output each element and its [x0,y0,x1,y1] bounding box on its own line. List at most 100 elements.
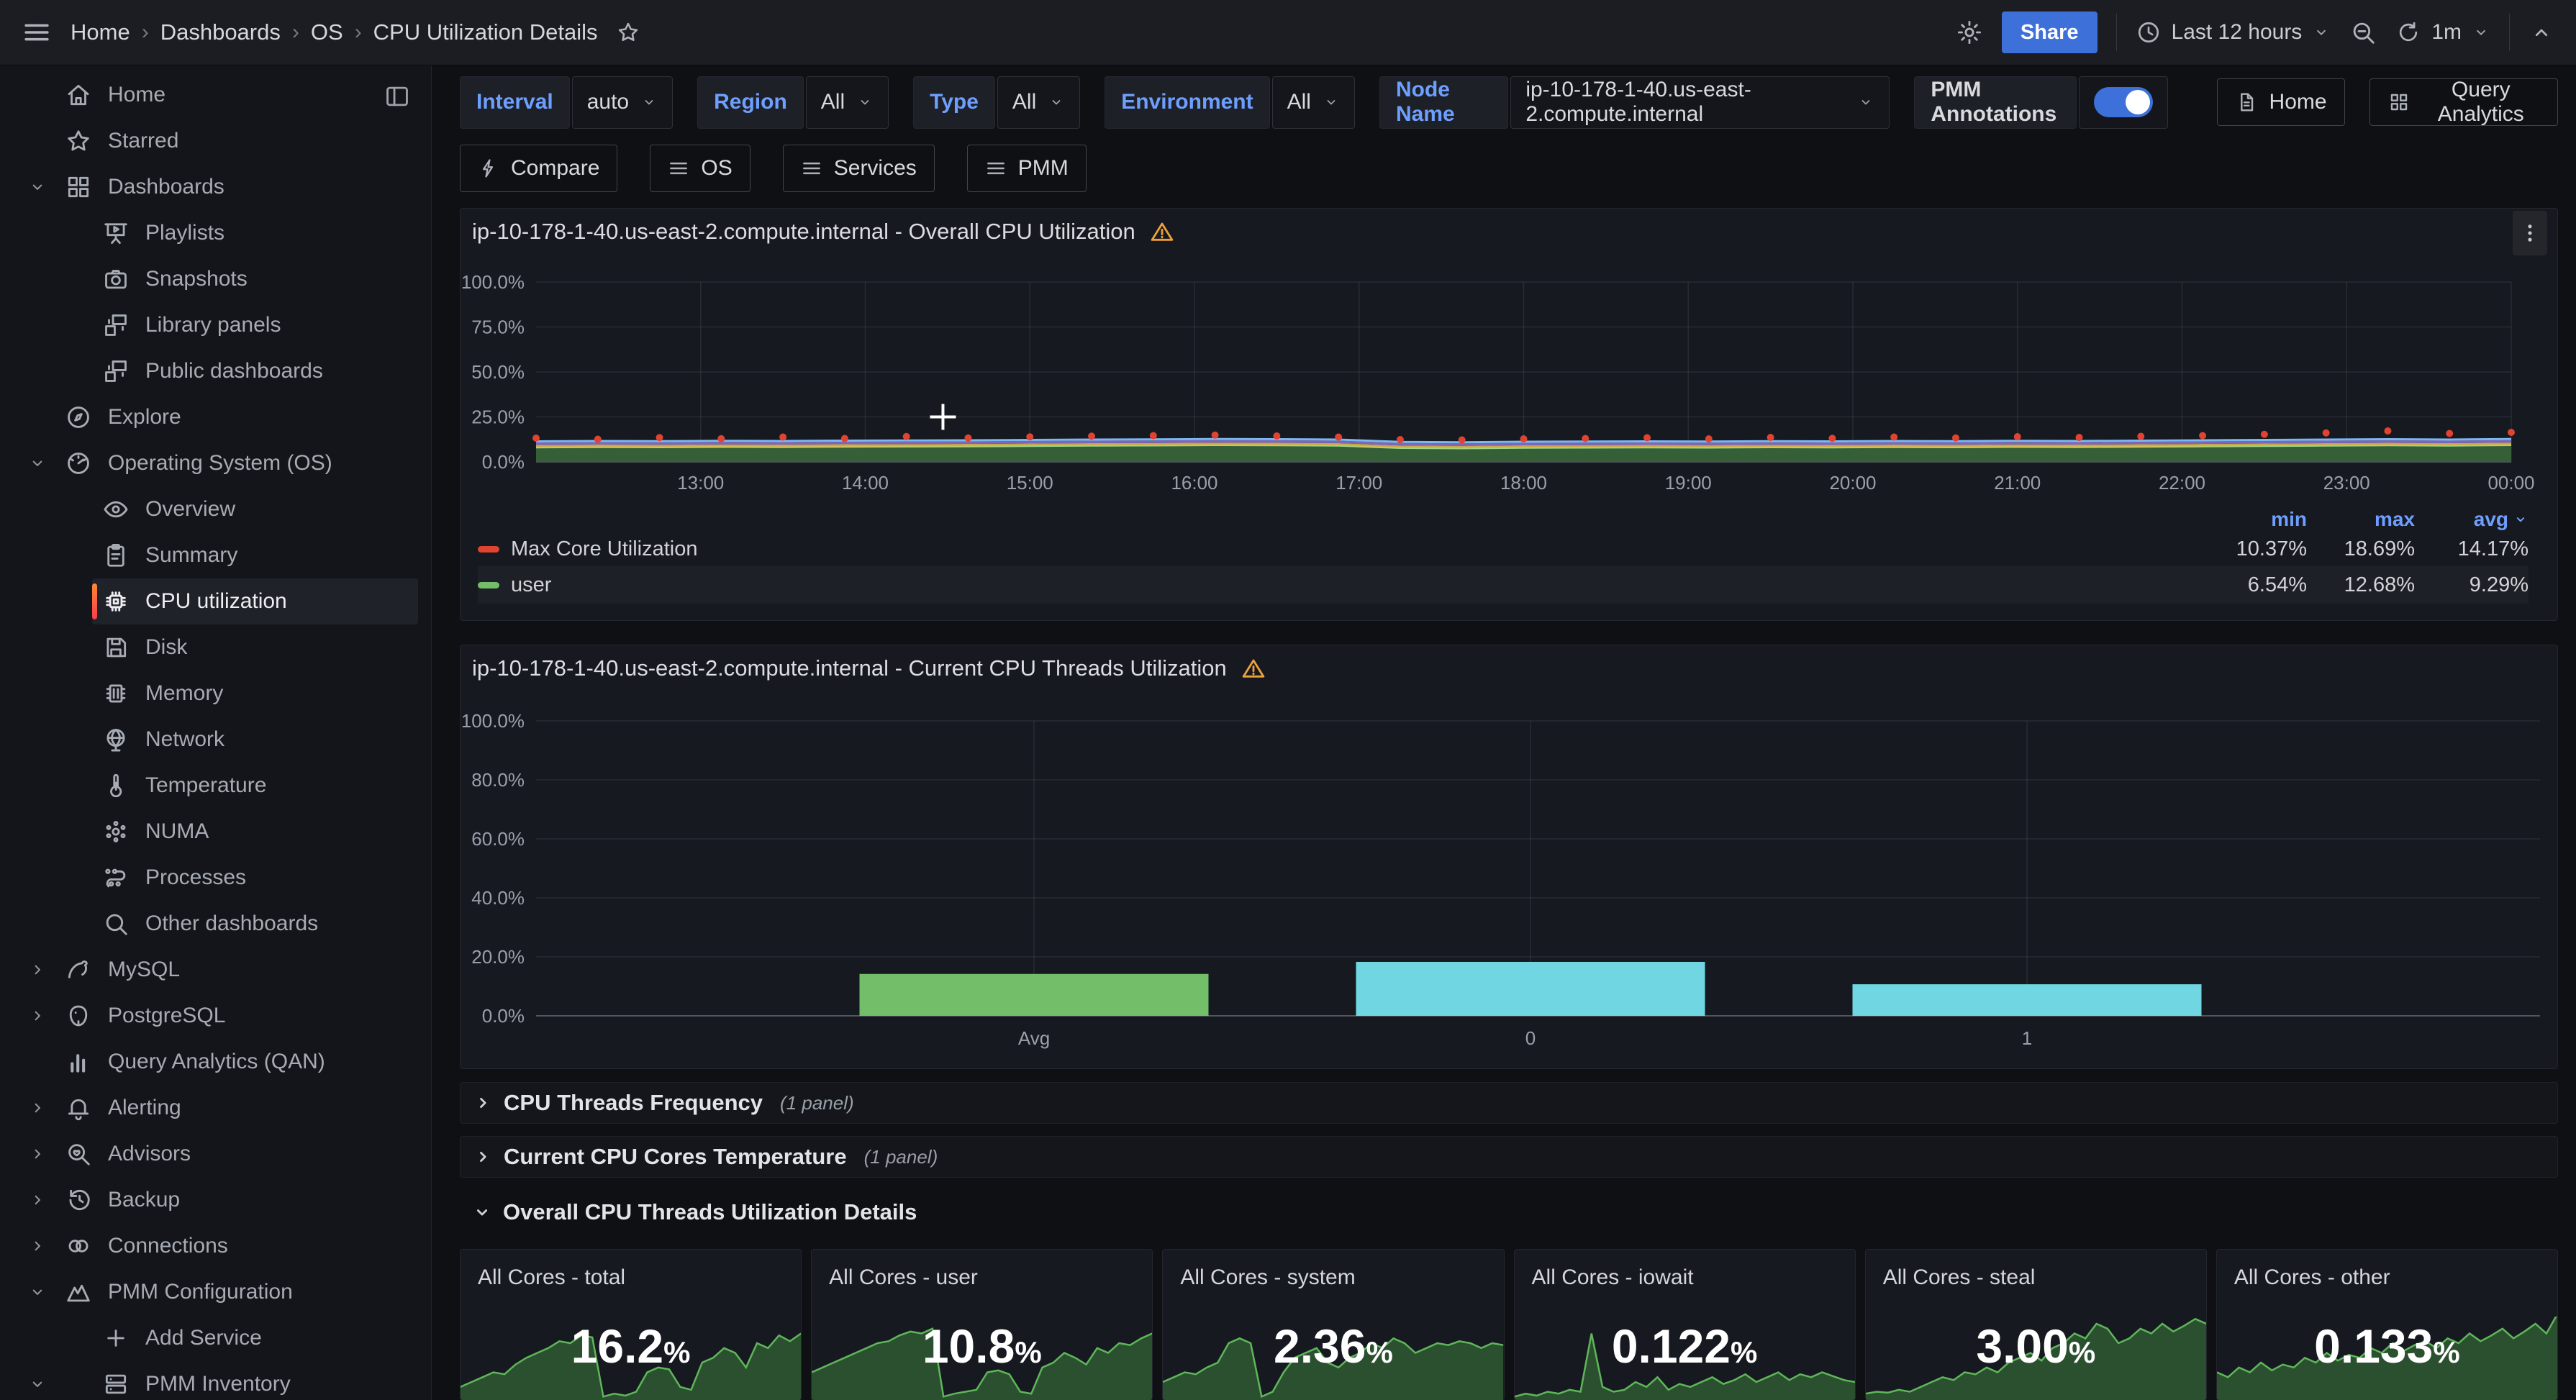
sidebar-item-operating-system-os[interactable]: Operating System (OS) [0,440,431,486]
cpu-threads-bar-chart[interactable]: 0.0%20.0%40.0%60.0%80.0%100.0%Avg01 [461,691,2559,1051]
warning-icon[interactable] [1150,219,1174,244]
svg-text:19:00: 19:00 [1665,472,1712,494]
panel-header[interactable]: ip-10-178-1-40.us-east-2.compute.interna… [461,209,2557,255]
region-filter-value[interactable]: All [806,76,889,129]
favorite-star-icon[interactable] [616,20,640,45]
zoom-out-icon[interactable] [2349,19,2377,46]
sidebar-item-home[interactable]: Home [0,72,431,118]
chevron-right-icon[interactable] [16,1236,59,1256]
node-name-filter-value[interactable]: ip-10-178-1-40.us-east-2.compute.interna… [1510,76,1890,129]
sidebar-item-label: Backup [108,1188,180,1212]
sidebar-item-temperature[interactable]: Temperature [0,763,431,809]
sidebar-item-disk[interactable]: Disk [0,624,431,671]
breadcrumb-item[interactable]: Home [71,19,130,45]
breadcrumb-item[interactable]: Dashboards [160,19,281,45]
legend-series-toggle[interactable]: Max Core Utilization [478,537,2199,561]
stat-panel-all-cores-user[interactable]: All Cores - user10.8% [811,1249,1153,1400]
dashboard-settings-gear-icon[interactable] [1956,19,1983,46]
chevron-right-icon[interactable] [16,1006,59,1026]
quick-link-compare[interactable]: Compare [460,145,617,192]
hamburger-menu-icon[interactable] [22,17,52,47]
chevron-down-icon[interactable] [16,1282,59,1302]
legend-series-toggle[interactable]: user [478,573,2199,597]
sidebar-item-explore[interactable]: Explore [0,394,431,440]
interval-filter-label[interactable]: Interval [460,76,570,129]
time-range-picker[interactable]: Last 12 hours [2136,19,2331,45]
node-name-filter-label[interactable]: Node Name [1379,76,1508,129]
svg-text:17:00: 17:00 [1335,472,1382,494]
sidebar-item-dashboards[interactable]: Dashboards [0,164,431,210]
breadcrumb-item[interactable]: CPU Utilization Details [373,19,598,45]
query-analytics-button[interactable]: Query Analytics [2369,78,2558,126]
sidebar-item-pmm-configuration[interactable]: PMM Configuration [0,1269,431,1315]
chevron-right-icon[interactable] [16,1144,59,1164]
svg-text:20:00: 20:00 [1829,472,1876,494]
stat-panel-all-cores-steal[interactable]: All Cores - steal3.00% [1865,1249,2207,1400]
sidebar-item-alerting[interactable]: Alerting [0,1085,431,1131]
type-filter-value[interactable]: All [997,76,1080,129]
share-button[interactable]: Share [2002,12,2097,53]
legend-sort-max[interactable]: max [2307,508,2415,531]
sidebar-item-cpu-utilization[interactable]: CPU utilization [0,578,431,624]
dashboard-row-overall-cpu-threads-utilization-details[interactable]: Overall CPU Threads Utilization Details [460,1191,2558,1233]
sidebar-item-add-service[interactable]: Add Service [0,1315,431,1361]
sidebar-item-query-analytics-qan[interactable]: Query Analytics (QAN) [0,1039,431,1085]
sidebar-item-memory[interactable]: Memory [0,671,431,717]
warning-icon[interactable] [1241,656,1266,681]
sidebar-item-overview[interactable]: Overview [0,486,431,532]
chevron-down-icon[interactable] [16,1374,59,1394]
chevron-right-icon[interactable] [16,960,59,980]
stat-panel-all-cores-iowait[interactable]: All Cores - iowait0.122% [1514,1249,1856,1400]
dashboard-row-cpu-threads-frequency[interactable]: CPU Threads Frequency(1 panel) [460,1082,2558,1124]
sidebar-item-postgresql[interactable]: PostgreSQL [0,993,431,1039]
sidebar-item-network[interactable]: Network [0,717,431,763]
interval-filter-value[interactable]: auto [572,76,673,129]
sidebar-item-backup[interactable]: Backup [0,1177,431,1223]
sidebar-item-starred[interactable]: Starred [0,118,431,164]
legend-sort-avg[interactable]: avg [2415,508,2529,531]
panel-title[interactable]: ip-10-178-1-40.us-east-2.compute.interna… [472,219,1135,245]
svg-text:Avg: Avg [1018,1027,1050,1049]
panel-title[interactable]: ip-10-178-1-40.us-east-2.compute.interna… [472,655,1227,681]
sidebar-item-pmm-inventory[interactable]: PMM Inventory [0,1361,431,1400]
pmm-annotations-toggle[interactable] [2094,87,2153,117]
quick-link-pmm[interactable]: PMM [967,145,1087,192]
chevron-right-icon[interactable] [16,1190,59,1210]
dashboard-row-current-cpu-cores-temperature[interactable]: Current CPU Cores Temperature(1 panel) [460,1136,2558,1178]
stat-panel-all-cores-other[interactable]: All Cores - other0.133% [2216,1249,2558,1400]
type-filter-label[interactable]: Type [913,76,995,129]
chevron-down-icon[interactable] [16,453,59,473]
sidebar-item-processes[interactable]: Processes [0,855,431,901]
environment-filter-value[interactable]: All [1272,76,1355,129]
sidebar-item-mysql[interactable]: MySQL [0,947,431,993]
template-variables-row: Interval auto Region All Type All Enviro… [460,76,2558,129]
breadcrumb-item[interactable]: OS [311,19,343,45]
sidebar-item-snapshots[interactable]: Snapshots [0,256,431,302]
home-link-button[interactable]: Home [2217,78,2345,126]
legend-row-user: user6.54%12.68%9.29% [478,566,2529,604]
sidebar-item-advisors[interactable]: Advisors [0,1131,431,1177]
kiosk-caret-up-icon[interactable] [2529,19,2554,45]
sidebar-item-connections[interactable]: Connections [0,1223,431,1269]
panel-menu-kebab-icon[interactable] [2513,211,2547,255]
legend-sort-min[interactable]: min [2199,508,2307,531]
gauge-icon [65,450,92,477]
sidebar-item-public-dashboards[interactable]: Public dashboards [0,348,431,394]
quick-link-os[interactable]: OS [650,145,750,192]
refresh-picker[interactable]: 1m [2395,19,2490,45]
region-filter-label[interactable]: Region [697,76,804,129]
quick-link-services[interactable]: Services [783,145,935,192]
sidebar-item-other-dashboards[interactable]: Other dashboards [0,901,431,947]
stat-panel-all-cores-total[interactable]: All Cores - total16.2% [460,1249,802,1400]
panel-header[interactable]: ip-10-178-1-40.us-east-2.compute.interna… [461,645,2557,691]
sidebar-item-playlists[interactable]: Playlists [0,210,431,256]
overall-cpu-utilization-chart[interactable]: 0.0%25.0%50.0%75.0%100.0%13:0014:0015:00… [461,255,2559,499]
stat-panel-all-cores-system[interactable]: All Cores - system2.36% [1162,1249,1504,1400]
environment-filter-label[interactable]: Environment [1105,76,1269,129]
chevron-down-icon[interactable] [16,177,59,197]
home-icon [65,81,92,109]
sidebar-item-numa[interactable]: NUMA [0,809,431,855]
sidebar-item-summary[interactable]: Summary [0,532,431,578]
sidebar-item-library-panels[interactable]: Library panels [0,302,431,348]
chevron-right-icon[interactable] [16,1098,59,1118]
